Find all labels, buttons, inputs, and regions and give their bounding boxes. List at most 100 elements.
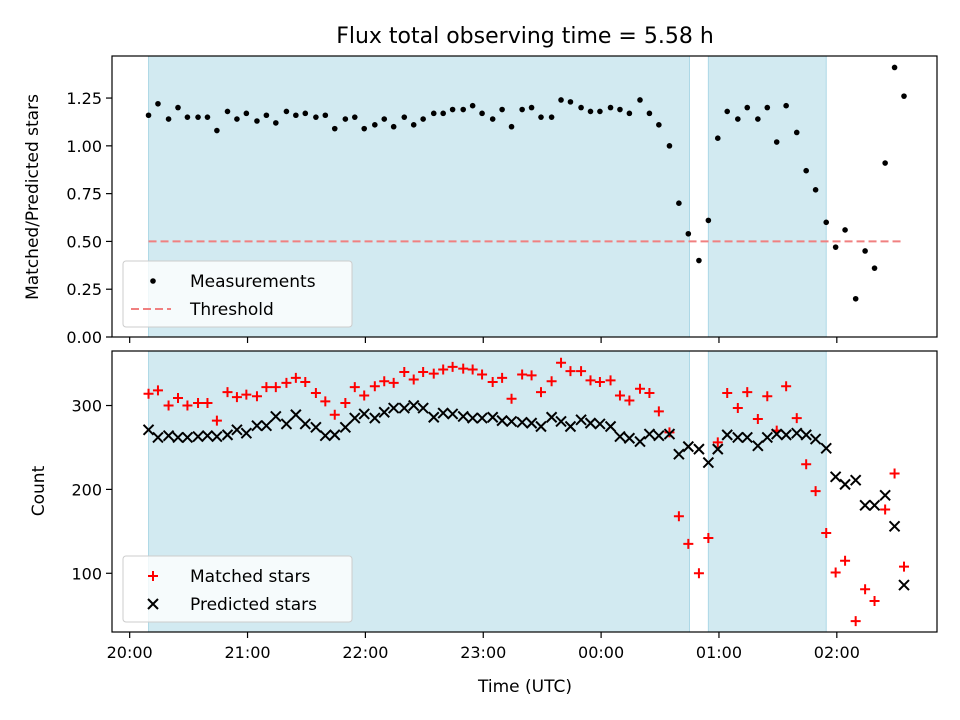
- matched-star-point: [635, 383, 645, 394]
- predicted-star-point: [623, 432, 636, 444]
- predicted-star-point: [741, 431, 753, 444]
- count-legend-label-2: Predicted stars: [190, 595, 317, 615]
- predicted-star-point: [820, 442, 832, 455]
- predicted-star-point: [634, 435, 646, 448]
- measurement-point: [862, 248, 868, 254]
- predicted-star-point: [604, 420, 617, 433]
- predicted-star-point: [192, 430, 204, 443]
- measurement-point: [165, 116, 172, 122]
- matched-star-point: [261, 382, 272, 393]
- matched-star-point: [379, 376, 390, 387]
- matched-star-point: [152, 385, 163, 396]
- predicted-star-point: [466, 412, 479, 424]
- ratio-legend: Measurements Threshold: [122, 260, 353, 328]
- predicted-star-point: [437, 407, 449, 419]
- predicted-star-point: [505, 415, 518, 428]
- predicted-star-point: [251, 419, 263, 432]
- matched-star-point: [231, 392, 242, 403]
- measurement-point: [528, 104, 535, 111]
- predicted-star-point: [319, 430, 332, 442]
- measurement-point: [283, 108, 290, 115]
- matched-star-point: [447, 361, 458, 372]
- matched-star-point: [182, 400, 193, 411]
- predicted-star-point: [780, 429, 792, 441]
- predicted-star-point: [152, 431, 164, 444]
- count-y-ticks: 100 200 300: [71, 397, 112, 583]
- predicted-star-point: [575, 414, 587, 426]
- measurement-point: [342, 116, 349, 122]
- count-y-tick-label-0: 100: [71, 564, 102, 583]
- matched-star-point: [310, 387, 321, 398]
- measurement-point: [597, 108, 603, 115]
- matched-star-point: [781, 381, 792, 392]
- measurement-point: [234, 116, 240, 122]
- matched-star-point: [830, 567, 841, 578]
- ratio-y-axis-label: Matched/Predicted stars: [23, 94, 43, 300]
- measurement-point: [381, 116, 388, 122]
- matched-star-point: [428, 368, 439, 379]
- predicted-star-point: [310, 421, 322, 434]
- measurement-point: [803, 167, 809, 174]
- matched-star-point: [526, 370, 537, 381]
- matched-star-point: [840, 555, 851, 566]
- measurement-point: [755, 116, 761, 122]
- ratio-legend-label-1: Measurements: [190, 272, 316, 292]
- matched-star-point: [614, 390, 625, 401]
- measurement-point: [204, 114, 211, 120]
- measurement-point: [587, 108, 594, 115]
- predicted-star-point: [290, 409, 302, 421]
- matched-star-point: [241, 389, 252, 400]
- predicted-star-point: [211, 430, 223, 443]
- matched-star-point: [438, 364, 449, 375]
- matched-star-point: [359, 390, 370, 401]
- matched-star-point: [880, 504, 891, 515]
- predicted-star-point: [555, 415, 567, 428]
- matched-star-point: [320, 396, 331, 407]
- matched-star-point: [517, 369, 528, 380]
- predicted-star-point: [280, 418, 293, 430]
- predicted-star-point: [486, 411, 499, 423]
- predicted-star-point: [663, 428, 676, 440]
- predicted-star-point: [682, 440, 695, 453]
- ratio-y-tick-label-1: 0.25: [66, 280, 102, 299]
- matched-star-point: [673, 511, 684, 522]
- predicted-star-point: [329, 429, 341, 441]
- predicted-star-point: [859, 499, 871, 512]
- measurement-point: [901, 93, 907, 99]
- count-panel: 20:00 21:00 22:00 23:00 00:00 01:00 02:00 100 2…: [29, 350, 938, 662]
- matched-star-point: [369, 381, 380, 392]
- matched-star-point: [791, 413, 802, 424]
- predicted-star-point: [172, 431, 184, 444]
- measurement-point: [361, 125, 368, 132]
- matched-star-point: [458, 363, 469, 374]
- chart-title: Flux total observing time = 5.58 h: [336, 24, 714, 49]
- ratio-axes-frame: [111, 55, 938, 338]
- measurement-point: [410, 122, 417, 128]
- matched-star-point: [536, 387, 546, 398]
- matched-star-point: [281, 377, 292, 388]
- predicted-star-point: [809, 433, 822, 445]
- measurement-point: [548, 114, 555, 120]
- ratio-marks: [145, 64, 907, 302]
- count-legend: Matched stars Predicted stars: [122, 555, 353, 623]
- measurement-point: [637, 97, 643, 103]
- x-tick-label-5: 01:00: [696, 643, 742, 662]
- matched-star-point: [487, 377, 498, 388]
- matched-star-point: [594, 377, 605, 388]
- matched-star-point: [664, 427, 675, 438]
- predicted-star-point: [564, 420, 577, 433]
- ratio-band-2: [707, 55, 827, 338]
- legend-measurement-marker: [150, 278, 156, 284]
- measurement-point: [656, 122, 662, 128]
- count-y-tick-label-1: 200: [71, 480, 102, 499]
- measurement-point: [626, 110, 633, 117]
- measurement-point: [214, 127, 220, 134]
- matched-star-point: [497, 372, 508, 383]
- predicted-star-point: [369, 412, 381, 424]
- measurement-point: [263, 112, 270, 119]
- measurement-point: [744, 104, 751, 111]
- measurement-point: [871, 265, 878, 271]
- predicted-star-point: [496, 414, 508, 427]
- predicted-star-point: [349, 412, 361, 424]
